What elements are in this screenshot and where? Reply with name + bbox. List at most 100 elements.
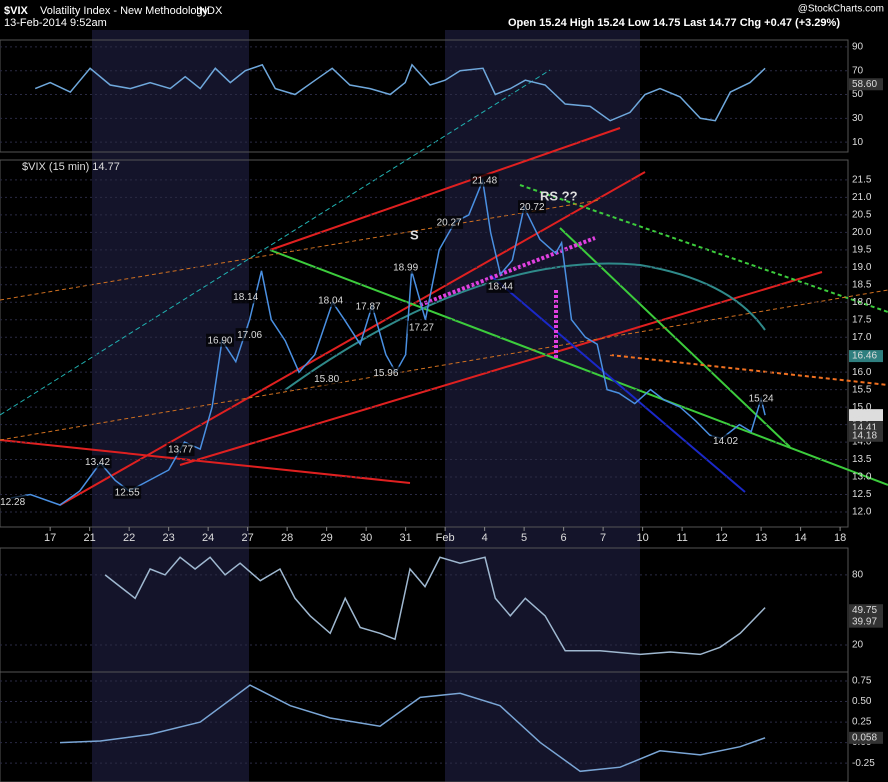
y-tick-label: 50 (852, 89, 864, 100)
y-tick-label: 18.0 (852, 297, 872, 308)
x-tick-label: 12 (715, 532, 727, 544)
value-tag (849, 409, 883, 422)
annotation: 15.96 (373, 368, 398, 379)
x-tick-label: 17 (44, 532, 56, 544)
y-tick-label: 20 (852, 640, 864, 651)
x-tick-label: 13 (755, 532, 767, 544)
week-band (92, 30, 249, 782)
price-line (34, 63, 766, 122)
trend-line (0, 289, 888, 441)
y-tick-label: 18.5 (852, 279, 872, 290)
annotation: 21.48 (472, 175, 497, 186)
value-tag (849, 615, 883, 628)
y-tick-label: 15.0 (852, 402, 872, 413)
trend-line (519, 184, 888, 313)
annotation-box (435, 215, 464, 229)
trend-line (269, 127, 621, 251)
annotation-box (113, 485, 142, 499)
value-tag (849, 429, 883, 442)
annotation-box (83, 455, 112, 469)
trend-line (489, 274, 746, 493)
annotation-box (518, 200, 547, 214)
y-tick-label: 20.0 (852, 227, 872, 238)
y-tick-label: 0.75 (852, 676, 872, 687)
annotation: 20.72 (520, 202, 545, 213)
week-bands (92, 30, 640, 782)
x-tick-label: 7 (600, 532, 606, 544)
value-tag-label: 39.97 (852, 616, 877, 627)
y-tick-label: 80 (852, 570, 864, 581)
y-tick-label: 0.50 (852, 696, 872, 707)
y-tick-label: -0.25 (852, 758, 875, 769)
annotation: 15.24 (749, 393, 774, 404)
y-tick-label: 21.5 (852, 175, 872, 186)
value-tag-label: 49.75 (852, 605, 877, 616)
trend-line (609, 354, 888, 386)
panel-border (0, 159, 849, 528)
annotation: 20.27 (437, 218, 462, 229)
x-tick-label: 22 (123, 532, 135, 544)
value-tag-label: 14.18 (852, 430, 877, 441)
symbol: $VIX (4, 5, 29, 17)
x-tick-label: 14 (794, 532, 806, 544)
value-tag-label: 58.60 (852, 79, 877, 90)
value-tag (849, 350, 883, 363)
annotation-box (166, 443, 195, 457)
trend-line (269, 249, 888, 486)
annotation-box (231, 290, 260, 304)
trend-line (419, 236, 596, 307)
quote: Open 15.24 High 15.24 Low 14.75 Last 14.… (508, 17, 840, 29)
moving-average (284, 262, 766, 391)
value-tag-label: 14.77 (852, 410, 877, 421)
annotation: 17.06 (237, 330, 262, 341)
annotation: 12.55 (115, 487, 140, 498)
annotation: 12.28 (0, 497, 25, 508)
y-tick-label: 0.25 (852, 717, 872, 728)
panel-border (0, 671, 849, 782)
annotation: 15.80 (314, 374, 339, 385)
note: RS ?? (540, 188, 578, 203)
annotation-box (711, 434, 740, 448)
annotation-box (391, 260, 420, 274)
y-tick-label: 19.5 (852, 244, 872, 255)
x-tick-label: 23 (163, 532, 175, 544)
annotation-box (205, 333, 234, 347)
annotation: 13.77 (168, 445, 193, 456)
trend-line (179, 271, 823, 466)
y-tick-label: 17.5 (852, 314, 872, 325)
y-tick-label: 70 (852, 65, 864, 76)
price-line (59, 684, 766, 773)
annotation: 18.99 (393, 262, 418, 273)
value-tag (849, 78, 883, 91)
annotation-box (470, 173, 499, 187)
value-tag (849, 731, 883, 744)
annotation-box (312, 372, 341, 386)
trend-lines (0, 69, 888, 506)
panel-borders (0, 39, 849, 782)
annotation-box (354, 299, 383, 313)
x-tick-label: 29 (321, 532, 333, 544)
annotation-box (235, 328, 264, 342)
y-tick-label: 12.5 (852, 489, 872, 500)
value-tag-label: 0.058 (852, 732, 877, 743)
y-tick-label: 12.0 (852, 507, 872, 518)
y-tick-label: 16.0 (852, 367, 872, 378)
y-tick-label: 20.5 (852, 210, 872, 221)
trend-line (59, 171, 646, 506)
y-tick-label: 21.0 (852, 192, 872, 203)
x-tick-label: 27 (242, 532, 254, 544)
x-tick-label: 5 (521, 532, 527, 544)
x-tick-label: 31 (400, 532, 412, 544)
instrument-name: Volatility Index - New Methodology (40, 5, 209, 17)
y-tick-label: 10 (852, 137, 864, 148)
annotation: 18.14 (233, 292, 258, 303)
annotation: 17.27 (409, 322, 434, 333)
y-tick-label: 14.0 (852, 437, 872, 448)
x-tick-label: 28 (281, 532, 293, 544)
y-tick-label: 19.0 (852, 262, 872, 273)
annotation: 18.04 (318, 295, 343, 306)
legend: $VIX (15 min) 14.77 (22, 161, 120, 173)
annotation: 13.42 (85, 457, 110, 468)
annotation: 17.87 (356, 301, 381, 312)
x-tick-label: 10 (636, 532, 648, 544)
